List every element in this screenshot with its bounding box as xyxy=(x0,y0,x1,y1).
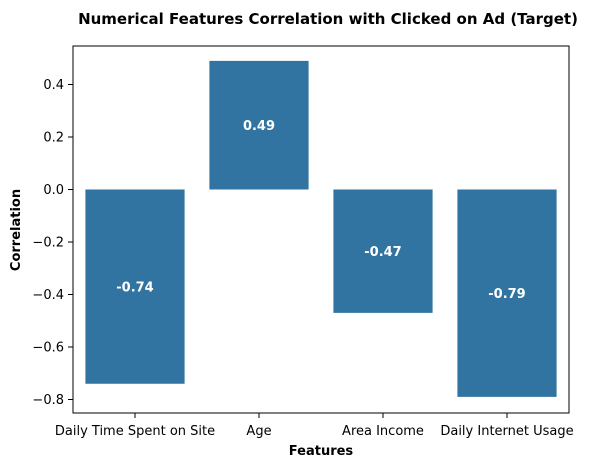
chart-title: Numerical Features Correlation with Clic… xyxy=(78,10,578,28)
x-axis-label: Features xyxy=(289,444,354,459)
y-tick-label: −0.2 xyxy=(32,236,64,251)
bar-value-label: -0.74 xyxy=(116,281,153,296)
y-tick-label: 0.4 xyxy=(43,78,64,93)
x-axis: Daily Time Spent on Site Age Area Income Da… xyxy=(55,413,574,439)
bar xyxy=(209,60,309,190)
bar-value-label: 0.49 xyxy=(243,119,275,134)
y-tick-label: 0.2 xyxy=(43,131,64,146)
bar xyxy=(457,189,557,397)
y-tick-label: −0.4 xyxy=(32,288,64,303)
bar-value-label: -0.79 xyxy=(488,287,525,302)
bar xyxy=(333,189,433,313)
bars-group xyxy=(85,60,557,397)
x-tick-label: Age xyxy=(246,424,271,439)
bar-value-label: -0.47 xyxy=(364,245,401,260)
y-tick-label: 0.0 xyxy=(43,183,64,198)
y-axis-label: Correlation xyxy=(9,189,24,271)
bar xyxy=(85,189,185,384)
x-tick-label: Daily Internet Usage xyxy=(440,424,573,439)
bar-labels-group: -0.74 0.49 -0.47 -0.79 xyxy=(116,119,525,302)
x-tick-label: Area Income xyxy=(342,424,424,439)
x-tick-label: Daily Time Spent on Site xyxy=(55,424,215,439)
y-axis: −0.8 −0.6 −0.4 −0.2 0.0 0.2 0.4 xyxy=(32,78,73,408)
plot-frame xyxy=(72,45,570,414)
y-tick-label: −0.6 xyxy=(32,341,64,356)
y-tick-label: −0.8 xyxy=(32,393,64,408)
